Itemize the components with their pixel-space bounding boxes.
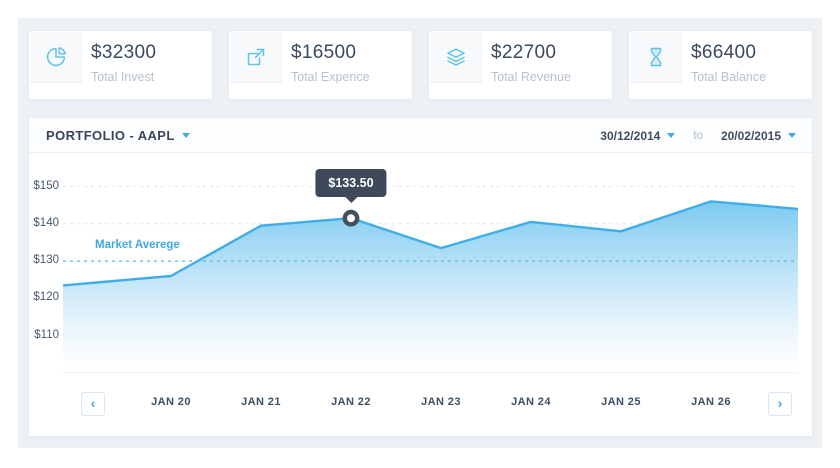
y-axis-label: $130 xyxy=(33,254,59,267)
x-axis-label: JAN 22 xyxy=(331,396,371,408)
x-axis-label: JAN 25 xyxy=(601,396,641,408)
layers-icon xyxy=(430,32,482,83)
x-axis-label: JAN 23 xyxy=(421,396,461,408)
x-axis-label: JAN 24 xyxy=(511,396,551,408)
date-from-dropdown[interactable]: 30/12/2014 xyxy=(600,129,676,143)
price-line xyxy=(63,200,798,287)
chevron-down-icon xyxy=(667,133,676,138)
stat-value: $16500 xyxy=(291,42,357,63)
next-button[interactable]: › xyxy=(768,392,792,416)
stat-label: Total Revenue xyxy=(491,70,571,84)
stat-value: $22700 xyxy=(491,42,557,63)
tooltip: $133.50 xyxy=(315,169,387,203)
stat-cards-row: $32300 Total Invest $16500 Total Expence xyxy=(28,30,813,100)
stat-value: $32300 xyxy=(91,42,157,63)
area-fill xyxy=(63,201,798,373)
portfolio-title-dropdown[interactable]: PORTFOLIO - AAPL xyxy=(46,128,190,143)
stat-card-total-invest: $32300 Total Invest xyxy=(28,30,213,100)
date-range-to-label: to xyxy=(693,130,703,142)
date-to-dropdown[interactable]: 20/02/2015 xyxy=(721,129,796,143)
stat-label: Total Expence xyxy=(291,70,370,84)
stat-label: Total Balance xyxy=(691,70,767,84)
expand-icon xyxy=(230,32,282,83)
chevron-down-icon xyxy=(788,133,796,138)
date-from-value: 30/12/2014 xyxy=(600,129,661,143)
y-axis-label: $110 xyxy=(34,328,59,341)
date-to-value: 20/02/2015 xyxy=(720,129,781,143)
y-axis-label: $120 xyxy=(33,291,59,304)
prev-button[interactable]: ‹ xyxy=(81,392,105,416)
hourglass-icon xyxy=(630,32,682,83)
chevron-down-icon xyxy=(181,133,190,138)
highlight-point-marker[interactable] xyxy=(342,209,360,227)
y-axis: $150 $140 $130 $120 $110 xyxy=(29,166,59,373)
area-chart xyxy=(63,186,798,373)
chart-plot-area xyxy=(63,166,798,373)
stat-card-total-expence: $16500 Total Expence xyxy=(228,30,413,100)
chart-header: PORTFOLIO - AAPL 30/12/2014 to 20/02/201… xyxy=(29,118,812,153)
stat-card-total-revenue: $22700 Total Revenue xyxy=(428,30,613,100)
stat-value: $66400 xyxy=(691,42,757,63)
stat-card-total-balance: $66400 Total Balance xyxy=(628,30,813,100)
y-axis-label: $150 xyxy=(33,179,59,192)
y-axis-label: $140 xyxy=(33,216,59,229)
dashboard-panel: $32300 Total Invest $16500 Total Expence xyxy=(18,18,822,448)
date-range: 30/12/2014 to 20/02/2015 xyxy=(600,129,796,143)
portfolio-title: PORTFOLIO - AAPL xyxy=(46,128,175,143)
market-average-label: Market Averege xyxy=(95,239,180,251)
pie-chart-icon xyxy=(30,32,82,83)
portfolio-chart-card: PORTFOLIO - AAPL 30/12/2014 to 20/02/201… xyxy=(28,117,813,437)
x-axis-label: JAN 21 xyxy=(241,396,281,408)
x-axis-label: JAN 20 xyxy=(151,396,191,408)
x-axis-label: JAN 26 xyxy=(691,396,731,408)
stat-label: Total Invest xyxy=(91,70,155,84)
